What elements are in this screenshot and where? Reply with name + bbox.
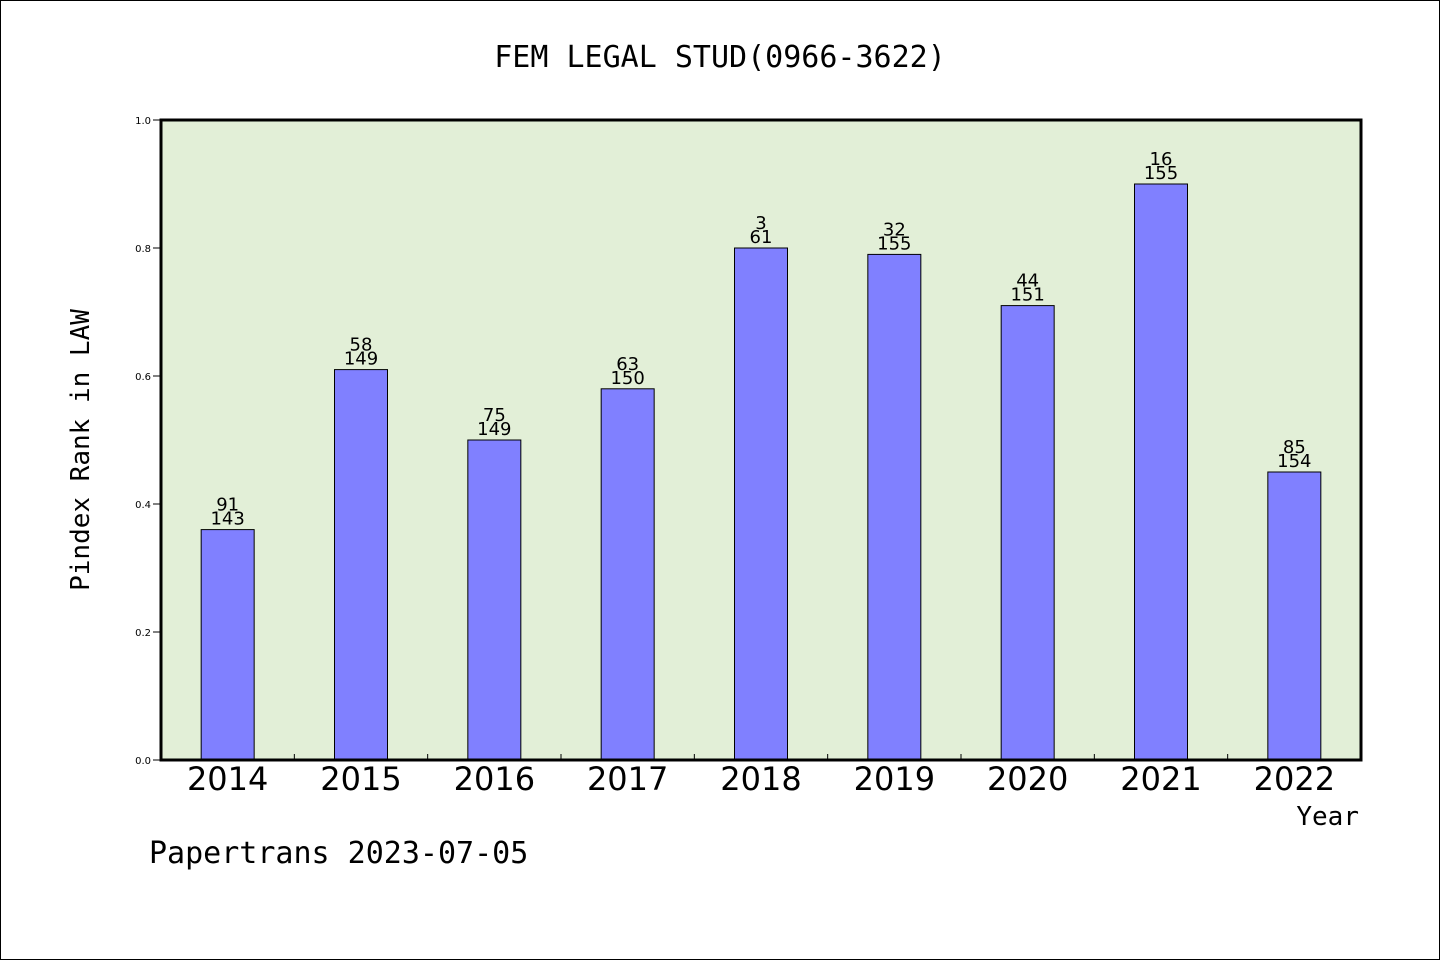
- x-tick-label: 2016: [454, 760, 535, 798]
- bar-2017: [600, 388, 655, 761]
- bar-2016: [467, 439, 522, 761]
- bar-total-label: 151: [1010, 285, 1044, 306]
- x-tick-label: 2014: [187, 760, 268, 798]
- x-axis-label: Year: [1296, 802, 1359, 832]
- y-tick-label: 0.6: [135, 372, 151, 383]
- bar-total-label: 150: [610, 368, 644, 389]
- footer-date-text: Papertrans 2023-07-05: [149, 836, 528, 871]
- bar-rank-label: 63: [616, 354, 639, 375]
- bar-rank-label: 91: [216, 495, 239, 516]
- bar-rank-label: 16: [1150, 149, 1173, 170]
- x-axis: 2014 2015 2016 2017 2018 2019 2020 2021 2022: [187, 754, 1335, 798]
- bar-2020: [1000, 305, 1055, 761]
- x-tick-label: 2017: [587, 760, 668, 798]
- bar-rank-label: 58: [350, 335, 373, 356]
- x-tick-label: 2018: [720, 760, 801, 798]
- bar-total-label: 155: [877, 233, 911, 254]
- plot-frame: [159, 118, 1363, 762]
- bar-total-label: 149: [344, 349, 378, 370]
- bar-rank-label: 3: [755, 213, 766, 234]
- bar-rank-label: 44: [1016, 271, 1039, 292]
- x-tick-label: 2020: [987, 760, 1068, 798]
- bar-rank-label: 75: [483, 405, 506, 426]
- x-tick-label: 2019: [854, 760, 935, 798]
- bar-total-label: 154: [1277, 451, 1311, 472]
- chart-title: FEM LEGAL STUD(0966-3622): [494, 40, 946, 75]
- bar-rank-label: 32: [883, 219, 906, 240]
- bar-2022: [1267, 471, 1322, 761]
- bar-2018: [734, 247, 788, 761]
- x-tick-label: 2015: [320, 760, 401, 798]
- bar-rank-label: 85: [1283, 437, 1306, 458]
- bars-group: [200, 183, 1322, 761]
- y-tick-label: 0.8: [135, 244, 151, 255]
- bar-total-label: 61: [750, 227, 773, 248]
- y-axis-label: Pindex Rank in LAW: [66, 309, 96, 591]
- bar-2021: [1134, 183, 1188, 761]
- x-tick-label: 2021: [1120, 760, 1201, 798]
- bar-total-label: 155: [1144, 163, 1178, 184]
- y-axis: 0.0 0.2 0.4 0.6 0.8 1.0: [135, 116, 161, 767]
- bar-total-label: 143: [210, 509, 244, 530]
- y-tick-label: 0.4: [135, 500, 151, 511]
- y-tick-label: 0.2: [135, 628, 151, 639]
- bar-2019: [867, 253, 922, 761]
- y-tick-label: 0.0: [135, 756, 151, 767]
- bar-2015: [334, 369, 388, 761]
- bar-2014: [200, 529, 255, 761]
- y-tick-label: 1.0: [135, 116, 151, 127]
- bar-total-label: 149: [477, 419, 511, 440]
- x-tick-label: 2022: [1254, 760, 1335, 798]
